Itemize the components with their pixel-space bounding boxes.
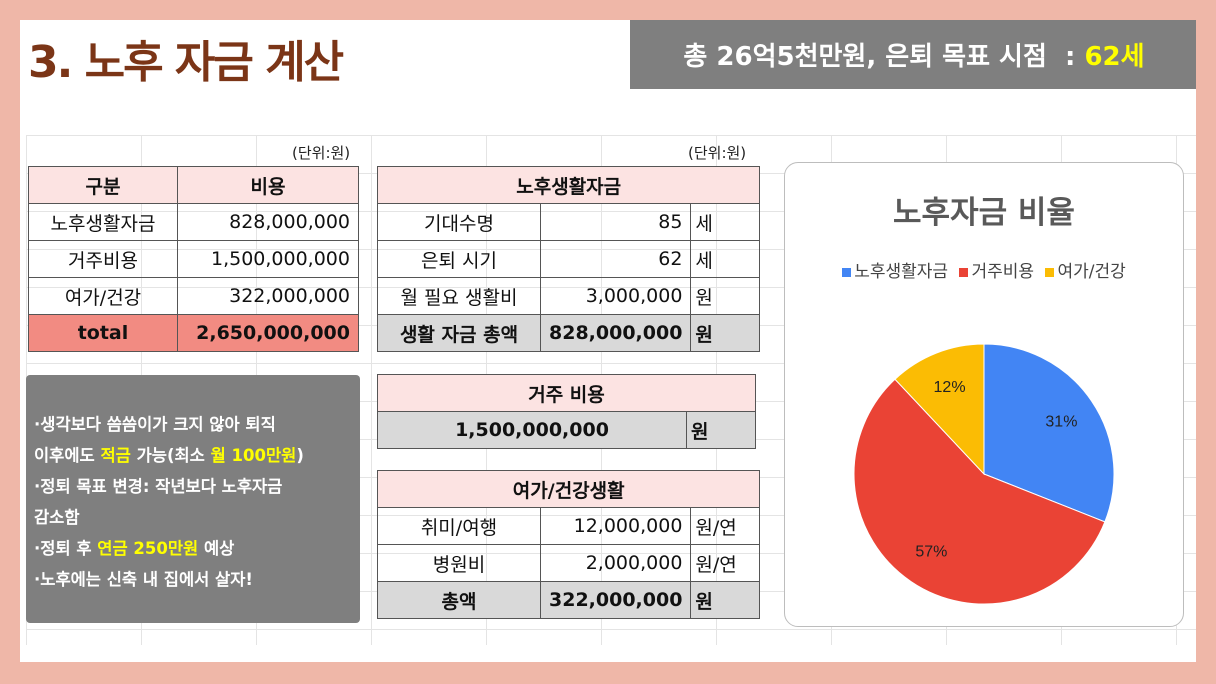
total-unit: 원 [690,314,761,352]
summary-banner: 총 26억5천만원, 은퇴 목표 시점 : 62세 [630,20,1196,89]
total-row: 생활 자금 총액 828,000,000 원 [377,314,761,352]
cell-label: 은퇴 시기 [377,240,541,278]
cost-table: 구분 비용 노후생활자금 828,000,000 거주비용 1,500,000,… [28,166,359,352]
note-highlight: 연금 250만원 [97,539,199,558]
cell-label: 병원비 [377,544,541,582]
table-row: 은퇴 시기 62 세 [377,240,761,278]
note-line: 감소함 [34,508,80,527]
housing-amount: 1,500,000,000 [377,411,687,449]
living-header: 노후생활자금 [376,166,761,204]
legend-swatch [959,268,969,277]
note-line: ·생각보다 씀씀이가 크지 않아 퇴직 [34,415,276,434]
table-row: 거주비용 1,500,000,000 [28,240,359,278]
cell-cost: 828,000,000 [177,203,359,241]
unit-label-right: (단위:원) [688,144,747,162]
cell-unit: 세 [690,240,761,278]
note-line: ·정퇴 목표 변경: 작년보다 노후자금 [34,477,283,496]
note-highlight: 적금 [100,446,131,465]
cell-category: 노후생활자금 [28,203,178,241]
living-fund-table: 노후생활자금 기대수명 85 세 은퇴 시기 62 세 월 필요 생활비 3,0… [376,166,761,352]
slide: 3. 노후 자금 계산 총 26억5천만원, 은퇴 목표 시점 : 62세 (단… [20,20,1196,662]
cell-category: 거주비용 [28,240,178,278]
pie-slice-3 [894,343,985,476]
total-row: 총액 322,000,000 원 [377,581,761,619]
housing-unit: 원 [686,411,756,449]
housing-table: 거주 비용 1,500,000,000 원 [377,374,756,449]
pie-chart-card[interactable]: 노후자금 비율 노후생활자금 거주비용 여가/건강 31% 57% 12% [784,162,1184,627]
pie-slice-2 [853,378,1106,605]
leisure-header: 여가/건강생활 [376,470,761,508]
total-label: 생활 자금 총액 [377,314,541,352]
note-text: ·정퇴 후 [34,539,98,558]
cell-value: 12,000,000 [539,507,692,545]
pie-data-label: 57% [915,543,947,560]
header-cost: 비용 [177,166,359,204]
note-line: 이후에도 적금 가능(최소 월 100만원) [34,440,360,471]
note-text: 이후에도 [34,446,101,465]
total-value: 2,650,000,000 [177,314,359,352]
cell-unit: 원 [690,277,761,315]
cell-value: 3,000,000 [539,277,692,315]
notes-box: ·생각보다 씀씀이가 크지 않아 퇴직 이후에도 적금 가능(최소 월 100만… [26,375,360,623]
cell-value: 85 [539,203,692,241]
cell-unit: 원/연 [690,544,761,582]
pie-data-label: 31% [1045,413,1077,430]
page-title: 3. 노후 자금 계산 [28,37,344,88]
total-row: 1,500,000,000 원 [377,411,756,449]
table-header-row: 구분 비용 [28,166,359,204]
note-text: 가능(최소 [130,446,211,465]
retirement-age: 62세 [1084,42,1145,72]
header-category: 구분 [28,166,178,204]
table-header-row: 여가/건강생활 [376,470,761,508]
table-row: 여가/건강 322,000,000 [28,277,359,315]
cell-category: 여가/건강 [28,277,178,315]
total-label: total [28,314,178,352]
pie-slice-1 [983,343,1115,523]
note-line: ·노후에는 신축 내 집에서 살자! [34,570,253,589]
summary-text: 총 26억5천만원, 은퇴 목표 시점 : [683,42,1085,72]
pie-chart: 31% 57% 12% [853,343,1115,605]
note-highlight: 월 100만원 [210,446,297,465]
note-text: ) [296,446,304,465]
cell-value: 2,000,000 [539,544,692,582]
total-value: 828,000,000 [539,314,692,352]
note-text: 예상 [198,539,235,558]
total-row: total 2,650,000,000 [28,314,359,352]
pie-data-label: 12% [934,379,966,396]
table-header-row: 노후생활자금 [376,166,761,204]
legend-label: 노후생활자금 [854,262,949,282]
housing-header: 거주 비용 [377,374,756,412]
cell-cost: 322,000,000 [177,277,359,315]
cell-label: 취미/여행 [377,507,541,545]
table-row: 취미/여행 12,000,000 원/연 [377,507,761,545]
table-row: 노후생활자금 828,000,000 [28,203,359,241]
leisure-table: 여가/건강생활 취미/여행 12,000,000 원/연 병원비 2,000,0… [376,470,761,619]
table-row: 병원비 2,000,000 원/연 [377,544,761,582]
legend-item: 노후생활자금 [842,262,948,282]
note-line: ·정퇴 후 연금 250만원 예상 [34,533,360,564]
table-row: 기대수명 85 세 [377,203,761,241]
legend-item: 여가/건강 [1045,262,1126,282]
cell-cost: 1,500,000,000 [177,240,359,278]
legend-label: 거주비용 [971,262,1035,282]
total-unit: 원 [690,581,761,619]
cell-value: 62 [539,240,692,278]
legend-label: 여가/건강 [1057,262,1126,282]
table-row: 월 필요 생활비 3,000,000 원 [377,277,761,315]
chart-title: 노후자금 비율 [893,195,1075,231]
total-label: 총액 [377,581,541,619]
legend-swatch [842,268,852,277]
cell-unit: 원/연 [690,507,761,545]
legend-item: 거주비용 [959,262,1034,282]
total-value: 322,000,000 [539,581,692,619]
legend-swatch [1045,268,1055,277]
unit-label-left: (단위:원) [292,144,351,162]
cell-label: 월 필요 생활비 [377,277,541,315]
table-header-row: 거주 비용 [377,374,756,412]
cell-label: 기대수명 [377,203,541,241]
chart-legend: 노후생활자금 거주비용 여가/건강 [785,257,1183,282]
cell-unit: 세 [690,203,761,241]
